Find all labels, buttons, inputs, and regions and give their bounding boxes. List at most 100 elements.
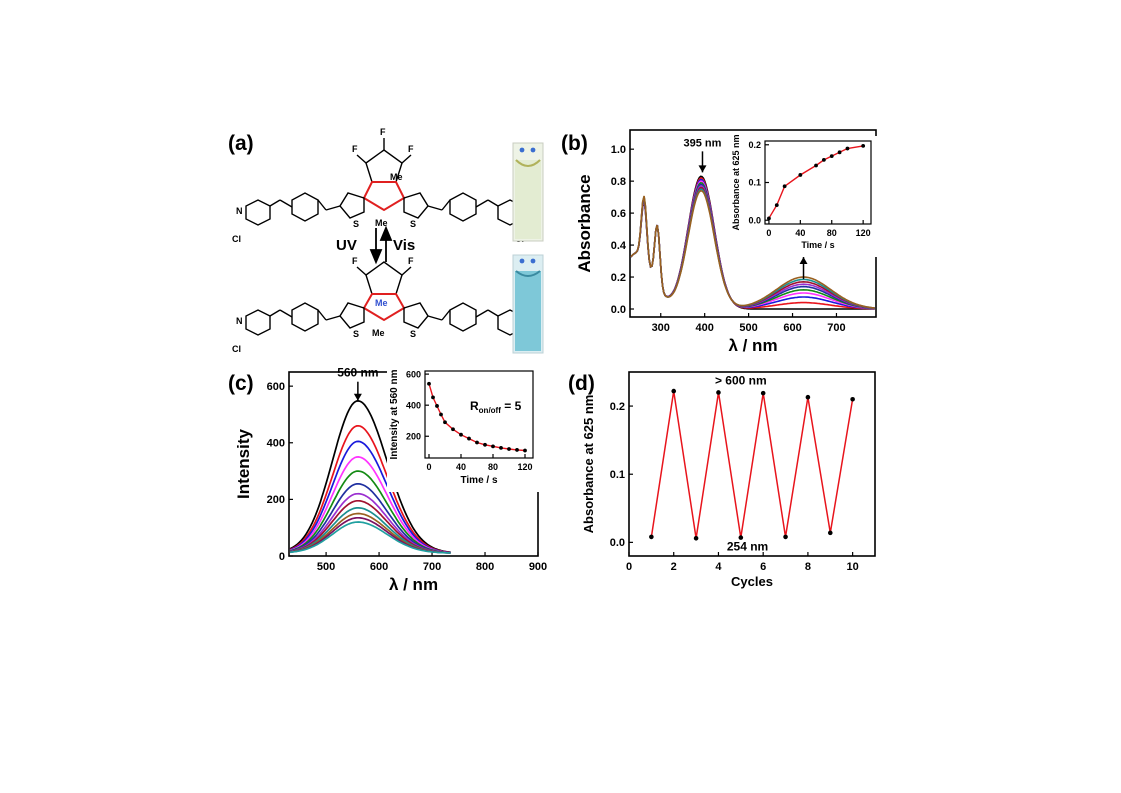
cycle-annotation: 254 nm [727,540,768,554]
chart-b-inset: 0 40 80 120 0.0 0.1 0.2 Time / s Absorbance at 6… [729,134,877,257]
x-tick-label: 80 [488,462,498,472]
inset-series-line [768,145,864,219]
y-tick-label: 0.2 [748,140,761,150]
y-axis-label: Intensity [234,429,253,499]
emission-series-line [289,400,451,554]
emission-series-line [289,470,451,554]
cycle-series-line [650,390,854,539]
panel-d-label: (d) [568,372,595,395]
inset-data-point [431,395,435,400]
x-tick-label: 700 [827,322,845,334]
x-tick-label: 0 [626,561,632,573]
inset-data-point [443,420,447,425]
y-tick-label: 0 [279,551,285,563]
x-axis-label: Time / s [460,475,497,486]
y-tick-label: 200 [267,494,285,506]
inset-data-point [439,412,443,417]
inset-data-point [829,154,834,158]
nitrogen-label: N [236,316,243,326]
inset-data-point [837,150,842,155]
x-tick-label: 40 [456,462,466,472]
inset-data-point [814,163,818,168]
inset-background [387,369,539,492]
cycle-data-point [649,534,654,540]
inset-data-point [483,442,487,447]
sulfur-label: S [353,329,359,339]
methyl-label: Me [375,298,388,308]
ratio-annotation: Ron/off = 5 [470,399,522,415]
fluorine-label: F [380,127,386,137]
x-tick-label: 6 [760,561,766,573]
inset-data-point [507,447,511,451]
cycle-data-point [783,534,788,540]
inset-data-point [821,157,826,162]
plot-frame [424,370,534,459]
x-tick-label: 8 [805,561,811,573]
x-tick-label: 0 [766,228,771,238]
y-tick-label: 0.8 [611,176,626,188]
x-tick-label: 900 [529,561,547,573]
emission-series-line [289,440,451,554]
x-tick-label: 120 [856,228,871,238]
fluorine-label: F [408,256,414,266]
fluorine-label: F [408,144,414,154]
nitrogen-label: N [236,206,243,216]
molecule-open-form [245,138,523,226]
cuvette-photo-open [512,142,544,242]
y-tick-label: 600 [267,381,285,393]
y-tick-label: 0.2 [611,272,626,284]
inset-data-point [427,381,431,386]
cuvette-photo-closed [512,254,544,354]
cycle-data-point [760,390,766,396]
emission-series-line [289,424,451,554]
y-tick-label: 0.1 [748,178,761,188]
y-tick-label: 0.0 [748,215,761,225]
x-tick-label: 600 [783,322,801,334]
methyl-label: Me [390,172,403,182]
chart-c-inset: 0 40 80 120 200 400 600 Time / s Intensity at 56… [387,369,539,492]
annotation-560: 560 nm [337,366,378,380]
annotation-395-arrow-head [698,165,707,173]
sulfur-label: S [353,219,359,229]
inset-data-point [767,216,771,221]
reaction-arrows [369,225,393,265]
inset-data-point [861,144,866,148]
cycle-data-point [716,390,721,395]
x-tick-label: 700 [423,561,441,573]
molecule-open-labels: F F F Me Me S S N N Cl Cl [232,127,530,244]
panel-a: (a) F F F Me Me [228,127,544,354]
panel-b-label: (b) [561,132,588,155]
y-axis-label: Absorbance [575,174,594,272]
annotation-625-arrow-head [799,257,808,265]
molecule-closed-labels: F F Me Me S S N N Cl Cl [232,256,530,354]
y-axis-label: Intensity at 560 nm [389,369,400,459]
y-tick-label: 1.0 [611,144,626,156]
panel-c-label: (c) [228,372,254,395]
y-tick-label: 400 [267,438,285,450]
y-tick-label: 0.0 [610,537,625,549]
inset-data-point [459,432,463,437]
x-tick-label: 120 [517,462,532,472]
y-axis-label: Absorbance at 625 nm [731,134,741,230]
x-tick-label: 500 [739,322,757,334]
chloride-label: Cl [232,344,241,354]
x-tick-label: 10 [847,561,859,573]
molecule-closed-form [245,261,523,336]
cycle-data-point [693,535,699,541]
inset-data-point [845,146,850,151]
inset-data-point [515,448,519,452]
y-axis-label: Absorbance at 625 nm [581,395,596,534]
x-tick-label: 500 [317,561,335,573]
inset-data-point [435,404,439,408]
x-tick-label: 80 [827,228,837,238]
x-tick-label: 800 [476,561,494,573]
uv-label: UV [336,237,357,254]
cycle-data-point [827,530,833,536]
chloride-label: Cl [232,234,241,244]
fluorine-label: F [352,256,358,266]
y-tick-label: 0.4 [611,240,627,252]
methyl-label: Me [375,218,388,228]
x-axis-label: λ / nm [728,336,777,355]
x-tick-label: 600 [370,561,388,573]
